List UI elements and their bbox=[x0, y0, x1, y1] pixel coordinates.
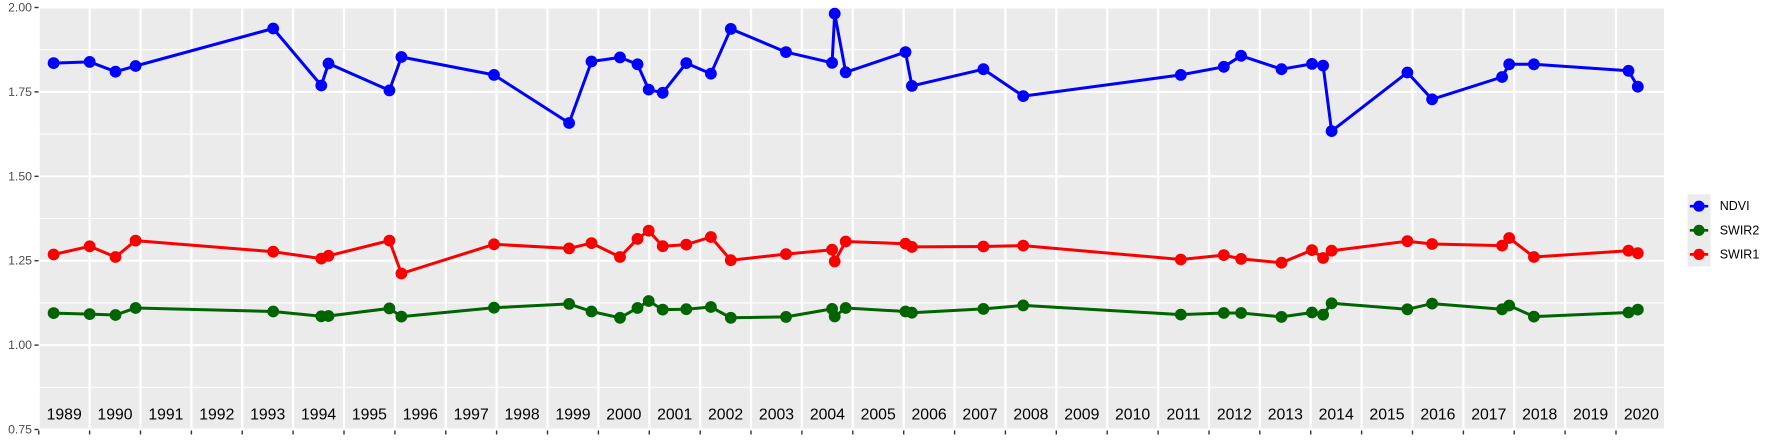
svg-text:1995: 1995 bbox=[352, 407, 387, 424]
svg-text:2006: 2006 bbox=[912, 407, 947, 424]
svg-text:1992: 1992 bbox=[199, 407, 234, 424]
svg-text:2017: 2017 bbox=[1471, 407, 1506, 424]
svg-text:1.75: 1.75 bbox=[8, 85, 32, 99]
svg-text:2003: 2003 bbox=[759, 407, 794, 424]
svg-text:2010: 2010 bbox=[1115, 407, 1150, 424]
svg-text:1999: 1999 bbox=[555, 407, 590, 424]
svg-text:2009: 2009 bbox=[1064, 407, 1099, 424]
svg-text:2007: 2007 bbox=[962, 407, 997, 424]
svg-text:SWIR2: SWIR2 bbox=[1720, 223, 1760, 237]
svg-text:1991: 1991 bbox=[148, 407, 183, 424]
svg-text:2000: 2000 bbox=[606, 407, 641, 424]
svg-text:2002: 2002 bbox=[708, 407, 743, 424]
svg-text:2014: 2014 bbox=[1319, 407, 1354, 424]
svg-text:2013: 2013 bbox=[1268, 407, 1303, 424]
svg-text:2001: 2001 bbox=[657, 407, 692, 424]
svg-text:1994: 1994 bbox=[301, 407, 336, 424]
svg-text:1.25: 1.25 bbox=[8, 254, 32, 268]
svg-text:1.00: 1.00 bbox=[8, 338, 32, 352]
svg-text:2019: 2019 bbox=[1573, 407, 1608, 424]
svg-text:1989: 1989 bbox=[47, 407, 82, 424]
svg-text:1.50: 1.50 bbox=[8, 169, 32, 183]
svg-text:2008: 2008 bbox=[1013, 407, 1048, 424]
svg-text:1998: 1998 bbox=[505, 407, 540, 424]
svg-text:2004: 2004 bbox=[810, 407, 845, 424]
svg-text:2020: 2020 bbox=[1624, 407, 1659, 424]
svg-text:0.75: 0.75 bbox=[8, 423, 32, 437]
svg-text:1997: 1997 bbox=[454, 407, 489, 424]
svg-text:2.00: 2.00 bbox=[8, 1, 32, 15]
svg-text:2011: 2011 bbox=[1167, 407, 1201, 424]
svg-text:2018: 2018 bbox=[1522, 407, 1557, 424]
svg-text:2005: 2005 bbox=[861, 407, 896, 424]
svg-text:2015: 2015 bbox=[1369, 407, 1404, 424]
svg-text:1990: 1990 bbox=[97, 407, 132, 424]
svg-text:NDVI: NDVI bbox=[1720, 199, 1750, 213]
svg-text:2016: 2016 bbox=[1420, 407, 1455, 424]
svg-text:1993: 1993 bbox=[250, 407, 285, 424]
svg-text:SWIR1: SWIR1 bbox=[1720, 247, 1760, 261]
svg-text:2012: 2012 bbox=[1217, 407, 1252, 424]
svg-text:1996: 1996 bbox=[403, 407, 438, 424]
